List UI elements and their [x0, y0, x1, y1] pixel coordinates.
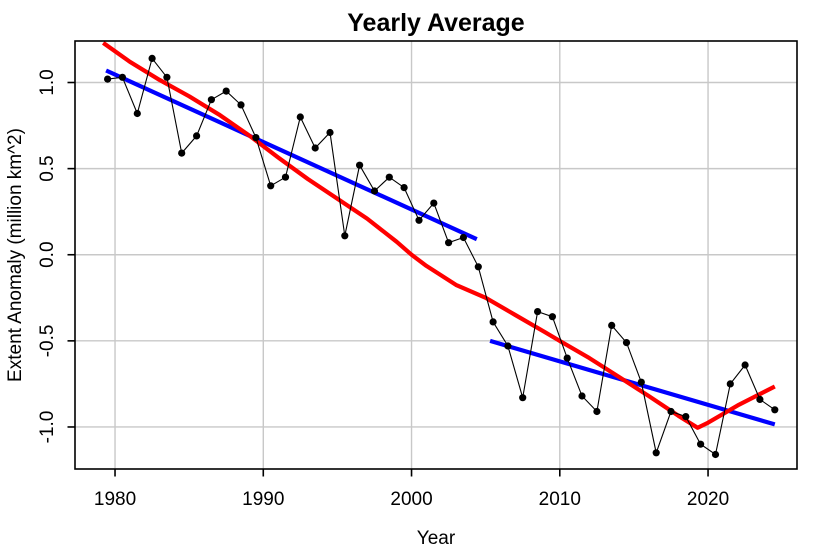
data-point-1989 [252, 134, 260, 142]
data-point-2010 [563, 354, 571, 362]
data-point-1988 [237, 101, 245, 109]
y-tick-label-1.0: 1.0 [37, 69, 58, 95]
data-point-2019 [697, 440, 705, 448]
data-point-2004 [474, 263, 482, 271]
data-point-1982 [148, 54, 156, 63]
data-point-1999 [400, 184, 408, 192]
trend-full-period-with-2019-breakpoint-line [101, 41, 776, 430]
data-point-1983 [163, 73, 171, 81]
data-point-2002 [445, 239, 453, 247]
data-point-1980 [118, 73, 126, 81]
data-point-2015 [637, 378, 645, 386]
data-point-1979 [104, 75, 112, 83]
data-point-2001 [430, 199, 438, 207]
data-point-1986 [207, 96, 215, 104]
data-point-2021 [726, 380, 734, 388]
x-tick-label-2020: 2020 [687, 489, 729, 510]
data-point-2003 [459, 233, 467, 242]
data-point-1996 [356, 161, 364, 169]
x-tick-label-1980: 1980 [94, 489, 136, 510]
x-tick-label-2010: 2010 [539, 489, 581, 510]
data-point-1990 [267, 182, 275, 190]
data-point-1985 [193, 132, 201, 140]
data-point-2006 [504, 342, 512, 350]
x-axis-label: Year [417, 528, 456, 549]
data-point-2020 [711, 450, 720, 459]
y-tick-label--1.0: -1.0 [37, 411, 58, 444]
data-point-2012 [593, 407, 601, 416]
plot-area: 1980 1990 2000 2010 2020 -1.0 -0.5 0.0 0.5 1.0 [37, 40, 798, 510]
y-tick-label--0.5: -0.5 [37, 325, 58, 358]
data-point-2011 [578, 392, 586, 400]
data-point-1987 [222, 87, 230, 95]
data-point-2009 [548, 313, 557, 321]
y-tick-label-0.5: 0.5 [37, 155, 58, 181]
data-point-1993 [311, 144, 319, 152]
data-point-1984 [178, 149, 186, 157]
data-point-2023 [756, 395, 764, 403]
data-point-1994 [326, 128, 334, 137]
x-tick-label-1990: 1990 [242, 489, 284, 510]
data-point-2007 [519, 394, 527, 402]
data-point-2005 [489, 318, 497, 326]
data-point-2008 [534, 308, 542, 316]
x-tick-label-2000: 2000 [390, 489, 432, 510]
data-point-1991 [281, 173, 290, 181]
chart-title: Yearly Average [347, 9, 525, 37]
data-point-1997 [370, 187, 379, 195]
yearly-average-extent-anomaly-line [107, 57, 776, 456]
data-point-2024 [771, 406, 779, 414]
data-point-2016 [652, 449, 660, 457]
y-axis-label: Extent Anomaly (million km^2) [5, 128, 26, 382]
y-tick-label-0.0: 0.0 [37, 241, 58, 267]
data-point-1995 [341, 232, 349, 240]
data-point-2018 [682, 413, 690, 421]
data-point-2022 [741, 361, 749, 369]
data-point-2017 [667, 407, 675, 416]
data-point-1998 [385, 173, 393, 181]
data-point-1981 [133, 109, 141, 118]
data-point-2014 [622, 339, 631, 347]
data-point-2013 [608, 321, 616, 329]
data-point-1992 [296, 113, 304, 121]
data-point-2000 [415, 216, 423, 224]
